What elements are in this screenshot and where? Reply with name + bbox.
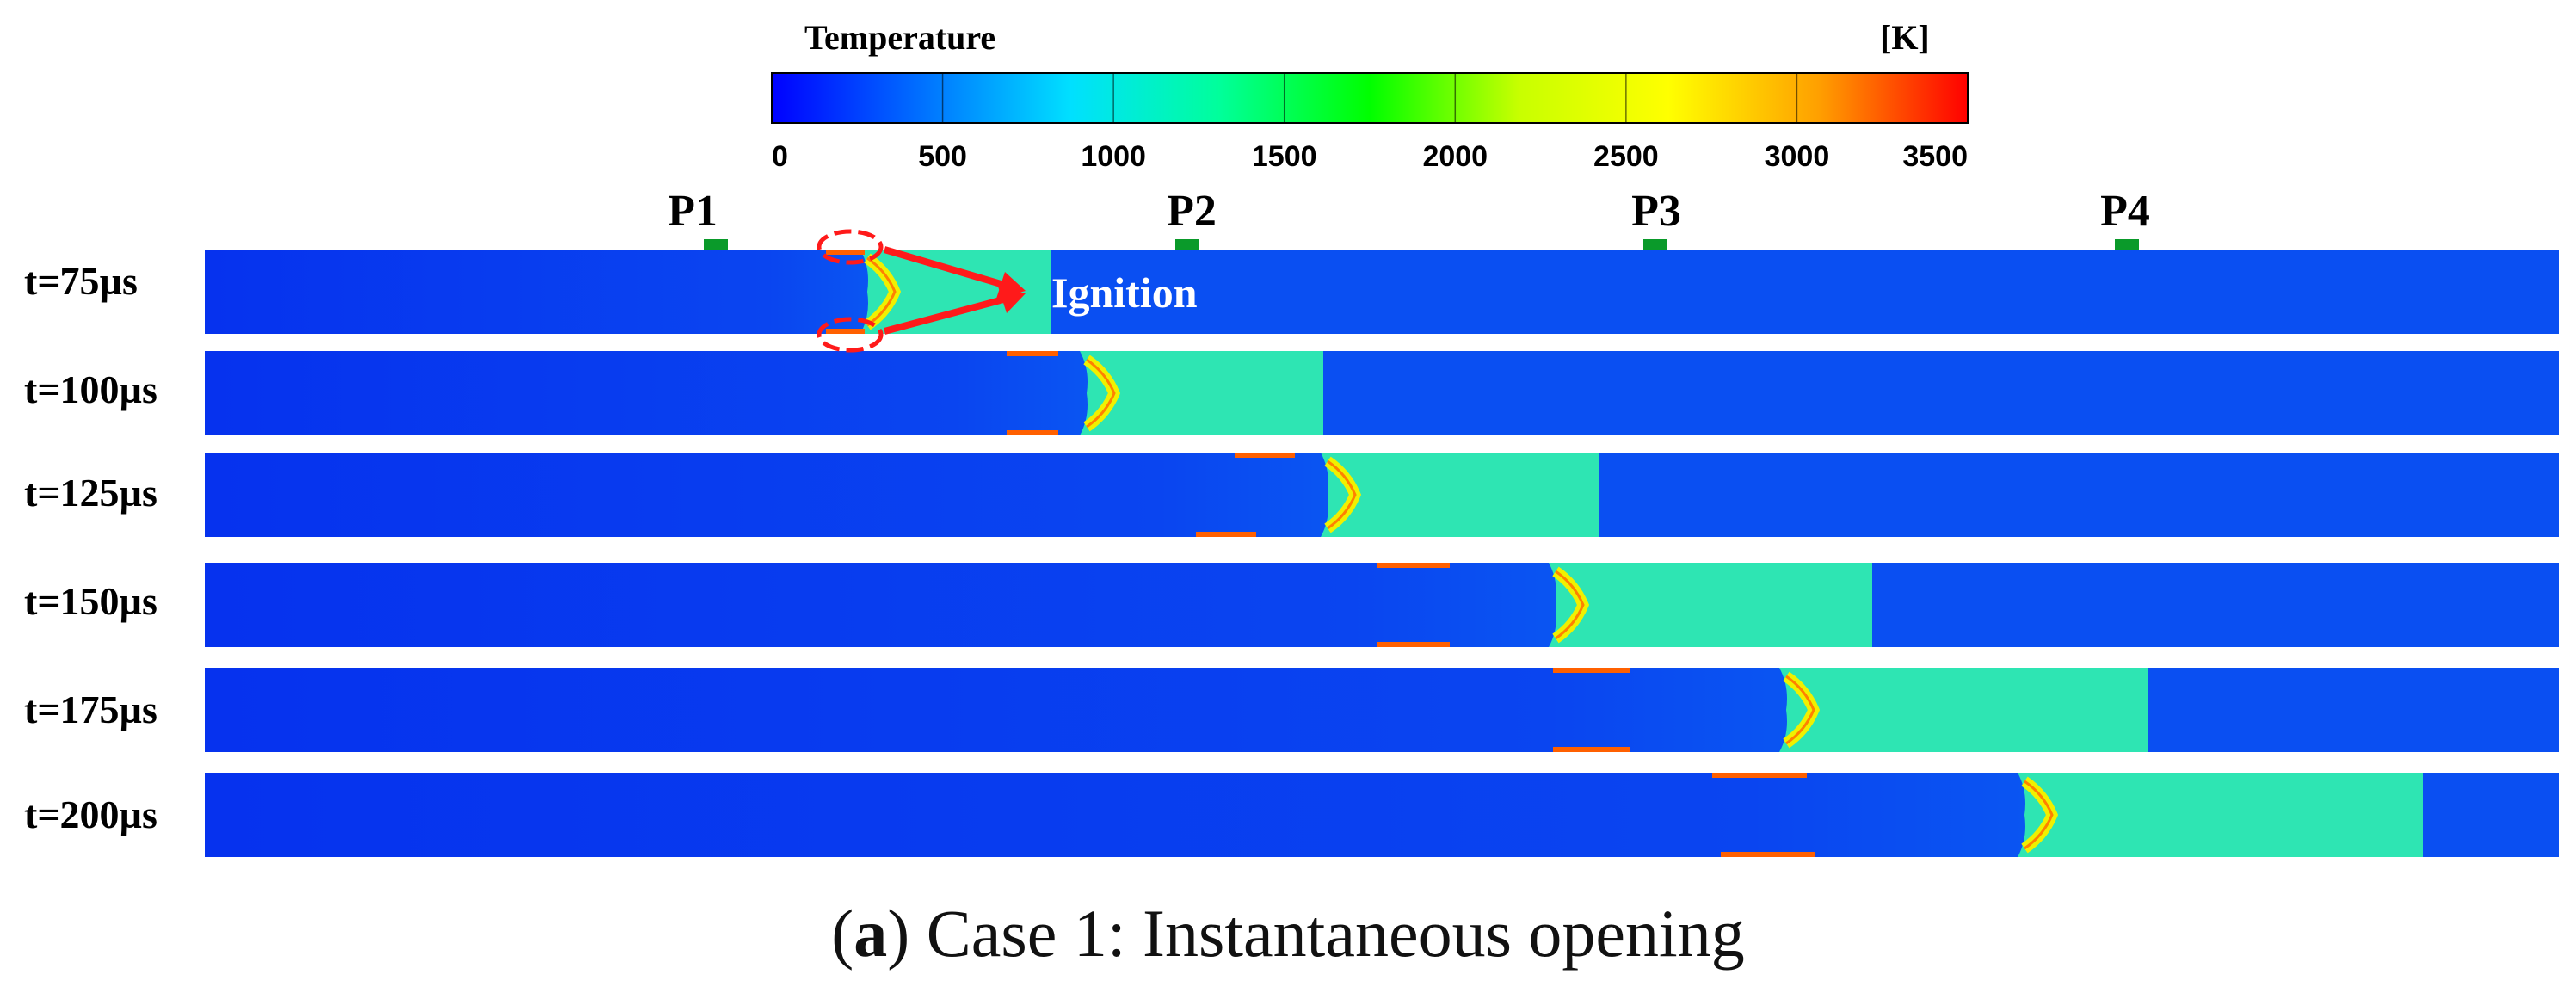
ignition-marker-top xyxy=(817,229,884,265)
colorbar-tick-label: 2000 xyxy=(1422,140,1488,173)
flame-front-core xyxy=(1785,675,1815,745)
snapshot-t75: t=75µs xyxy=(24,250,2559,334)
colorbar-unit: [K] xyxy=(1880,18,1930,57)
colorbar-tick-label: 2500 xyxy=(1593,140,1659,173)
arrow-shaft-bottom xyxy=(883,295,1008,335)
wall-hotspot xyxy=(1712,773,1807,778)
arrow-shaft-top xyxy=(883,246,1008,289)
snapshot-t125: t=125µs xyxy=(24,453,2559,537)
probe-label-p4: P4 xyxy=(2100,187,2150,236)
colorbar-ticks: 0 500 1000 1500 2000 2500 3000 3500 xyxy=(772,140,1968,173)
flame-front-core xyxy=(1327,459,1357,530)
arrow-head-bottom xyxy=(998,287,1026,313)
time-label: t=175µs xyxy=(24,688,157,731)
time-label: t=75µs xyxy=(24,259,138,303)
probe-label-p1: P1 xyxy=(668,187,718,236)
flame-front-core xyxy=(2024,780,2054,850)
wall-hotspot xyxy=(1235,453,1295,458)
caption-text: Case 1: Instantaneous opening xyxy=(926,896,1745,971)
snapshot-t175: t=175µs xyxy=(24,668,2559,752)
wall-hotspot xyxy=(1721,852,1815,857)
domain-burned xyxy=(1080,351,1323,435)
wall-hotspot xyxy=(1007,351,1058,356)
probe-label-p3: P3 xyxy=(1631,187,1681,236)
snapshot-t100: t=100µs xyxy=(24,351,2559,435)
colorbar-gradient xyxy=(771,72,1969,124)
colorbar-tick-label: 0 xyxy=(772,140,788,173)
colorbar: Temperature [K] 0 500 1000 1500 2000 2500 3000… xyxy=(771,18,1969,173)
domain-burned xyxy=(1779,668,2148,752)
flame-front-core xyxy=(866,256,897,327)
time-label: t=150µs xyxy=(24,579,157,623)
colorbar-tick-label: 1000 xyxy=(1081,140,1146,173)
time-label: t=200µs xyxy=(24,792,157,836)
wall-hotspot xyxy=(1377,563,1450,568)
ignition-marker-bottom xyxy=(817,317,884,353)
colorbar-tick-label: 3500 xyxy=(1902,140,1968,173)
domain-inflow xyxy=(205,773,2025,857)
domain-burned xyxy=(1549,563,1872,647)
domain-inflow xyxy=(205,250,868,334)
wall-hotspot xyxy=(826,250,865,255)
domain-inflow xyxy=(205,351,1088,435)
domain-burned xyxy=(860,250,1051,334)
flame-front-core xyxy=(1086,358,1116,429)
snapshot-t200: t=200µs xyxy=(24,773,2559,857)
domain-inflow xyxy=(205,563,1556,647)
colorbar-tick-label: 500 xyxy=(918,140,967,173)
domain-burned xyxy=(1321,453,1599,537)
ignition-annotation: Ignition xyxy=(817,229,1198,353)
time-label: t=100µs xyxy=(24,367,157,411)
colorbar-dividers xyxy=(941,73,1798,123)
wall-hotspot xyxy=(1553,747,1630,752)
wall-hotspot xyxy=(1007,430,1058,435)
domain-burned xyxy=(2018,773,2423,857)
snapshot-t150: t=150µs xyxy=(24,563,2559,647)
domain-inflow xyxy=(205,668,1787,752)
domain-inflow xyxy=(205,453,1328,537)
caption-label: a xyxy=(854,896,888,971)
figure-caption: (a) Case 1: Instantaneous opening xyxy=(831,896,1745,971)
wall-hotspot xyxy=(1553,668,1630,673)
colorbar-title: Temperature xyxy=(804,18,995,57)
flame-front-core xyxy=(1555,570,1585,640)
colorbar-tick-label: 3000 xyxy=(1765,140,1830,173)
wall-hotspot xyxy=(1377,642,1450,647)
ignition-label: Ignition xyxy=(1051,268,1198,317)
probe-label-p2: P2 xyxy=(1167,187,1217,236)
colorbar-tick-label: 1500 xyxy=(1252,140,1317,173)
wall-hotspot xyxy=(1196,532,1256,537)
time-label: t=125µs xyxy=(24,471,157,515)
wall-hotspot xyxy=(826,329,865,334)
